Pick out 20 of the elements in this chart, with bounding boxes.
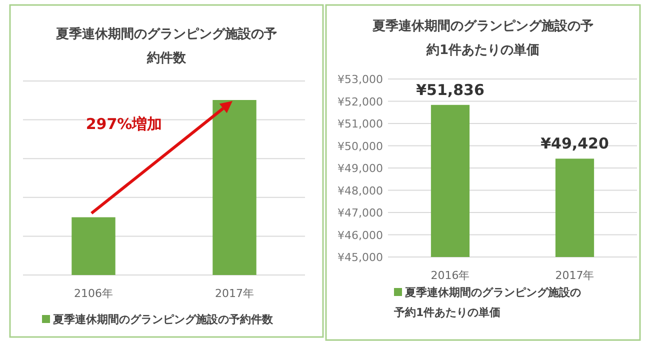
x-tick-label: 2017年 xyxy=(215,287,254,300)
y-tick-label: ¥47,000 xyxy=(338,206,383,220)
data-label: ¥51,836 xyxy=(416,80,484,99)
data-label: ¥49,420 xyxy=(540,134,609,153)
y-tick-label: ¥52,000 xyxy=(338,95,383,108)
chart-title: 夏季連休期間のグランピング施設の予約1件あたりの単価 xyxy=(372,18,594,60)
y-tick-label: ¥51,000 xyxy=(338,118,383,130)
x-tick-label: 2017年 xyxy=(555,269,594,282)
x-tick-label: 2106年 xyxy=(74,287,113,300)
y-tick-label: ¥46,000 xyxy=(338,228,383,242)
chart-title: 夏季連休期間のグランピング施設の予約件数 xyxy=(55,26,278,68)
y-tick-label: ¥48,000 xyxy=(338,184,383,198)
annotation: 297%増加 xyxy=(86,115,162,133)
y-tick-label: ¥50,000 xyxy=(338,140,383,153)
legend-label: 夏季連休期間のグランピング施設の予約件数 xyxy=(52,312,274,328)
x-tick-label: 2016年 xyxy=(430,269,470,282)
y-tick-label: ¥53,000 xyxy=(338,73,383,86)
y-tick-label: ¥45,000 xyxy=(338,251,383,264)
legend-label: 夏季連休期間のグランピング施設の予約1件あたりの単価 xyxy=(394,285,582,321)
y-tick-label: ¥49,000 xyxy=(338,162,383,175)
